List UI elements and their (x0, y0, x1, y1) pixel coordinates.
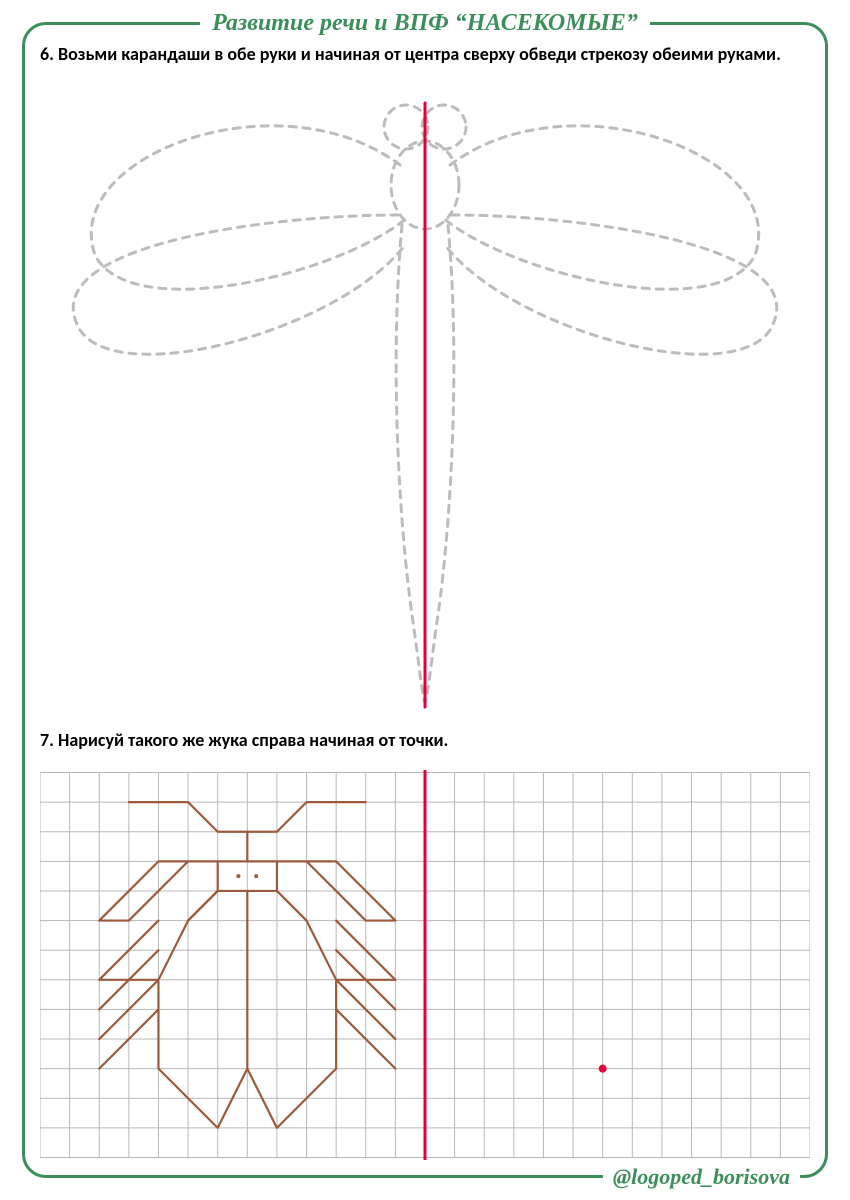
page-footer: @logoped_borisova (603, 1164, 800, 1190)
page-title-wrap: Развитие речи и ВПФ “НАСЕКОМЫЕ” (0, 10, 850, 37)
task6-instruction: 6. Возьми карандаши в обе руки и начиная… (40, 42, 810, 66)
dragonfly-tracing-diagram (40, 95, 810, 715)
page-title: Развитие речи и ВПФ “НАСЕКОМЫЕ” (200, 10, 650, 37)
task7-instruction: 7. Нарисуй такого же жука справа начиная… (40, 728, 810, 752)
beetle-grid-diagram (40, 770, 810, 1160)
